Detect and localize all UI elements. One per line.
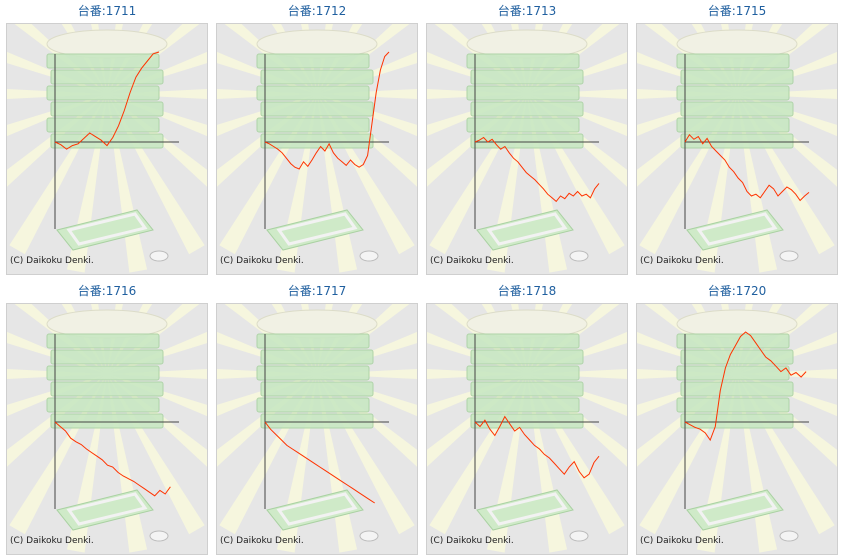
medal-coin	[149, 250, 169, 262]
stacked-medal-boxes	[256, 309, 378, 429]
stacked-medal-boxes	[676, 29, 798, 149]
medal-tray	[56, 209, 154, 251]
machine-number-link[interactable]: 台番:1712	[287, 4, 347, 18]
slump-graph: (C) Daikoku Denki.	[636, 23, 838, 275]
copyright-text: (C) Daikoku Denki.	[640, 536, 724, 546]
medal-coin	[359, 250, 379, 262]
slump-graph: (C) Daikoku Denki.	[426, 303, 628, 555]
copyright-text: (C) Daikoku Denki.	[640, 256, 724, 266]
copyright-text: (C) Daikoku Denki.	[10, 536, 94, 546]
medal-coin	[149, 530, 169, 542]
balance-line	[474, 415, 600, 479]
slump-graph: (C) Daikoku Denki.	[6, 303, 208, 555]
medal-tray	[56, 489, 154, 531]
balance-line	[264, 421, 375, 504]
machine-number-link[interactable]: 台番:1720	[707, 284, 767, 298]
slump-graph: (C) Daikoku Denki.	[636, 303, 838, 555]
machine-number-link[interactable]: 台番:1711	[77, 4, 137, 18]
medal-coin	[569, 250, 589, 262]
medal-coin	[569, 530, 589, 542]
medal-coin	[779, 530, 799, 542]
medal-tray	[686, 209, 784, 251]
slump-graph: (C) Daikoku Denki.	[216, 23, 418, 275]
slump-graph: (C) Daikoku Denki.	[426, 23, 628, 275]
balance-line	[54, 51, 160, 150]
medal-coin	[779, 250, 799, 262]
copyright-text: (C) Daikoku Denki.	[220, 256, 304, 266]
balance-line	[684, 133, 810, 202]
machine-number-link[interactable]: 台番:1715	[707, 4, 767, 18]
slump-graph: (C) Daikoku Denki.	[6, 23, 208, 275]
balance-line	[54, 421, 171, 497]
medal-coin	[359, 530, 379, 542]
medal-tray	[266, 209, 364, 251]
copyright-text: (C) Daikoku Denki.	[220, 536, 304, 546]
stacked-medal-boxes	[466, 309, 588, 429]
stacked-medal-boxes	[466, 29, 588, 149]
machine-number-link[interactable]: 台番:1717	[287, 284, 347, 298]
medal-tray	[476, 209, 574, 251]
balance-line	[264, 51, 390, 170]
copyright-text: (C) Daikoku Denki.	[10, 256, 94, 266]
medal-tray	[476, 489, 574, 531]
slump-graph: (C) Daikoku Denki.	[216, 303, 418, 555]
balance-line	[684, 331, 807, 442]
machine-number-link[interactable]: 台番:1713	[497, 4, 557, 18]
medal-tray	[686, 489, 784, 531]
machine-number-link[interactable]: 台番:1716	[77, 284, 137, 298]
stacked-medal-boxes	[256, 29, 378, 149]
medal-tray	[266, 489, 364, 531]
stacked-medal-boxes	[46, 29, 168, 149]
stacked-medal-boxes	[676, 309, 798, 429]
machine-number-link[interactable]: 台番:1718	[497, 284, 557, 298]
copyright-text: (C) Daikoku Denki.	[430, 256, 514, 266]
copyright-text: (C) Daikoku Denki.	[430, 536, 514, 546]
balance-line	[474, 136, 600, 203]
stacked-medal-boxes	[46, 309, 168, 429]
